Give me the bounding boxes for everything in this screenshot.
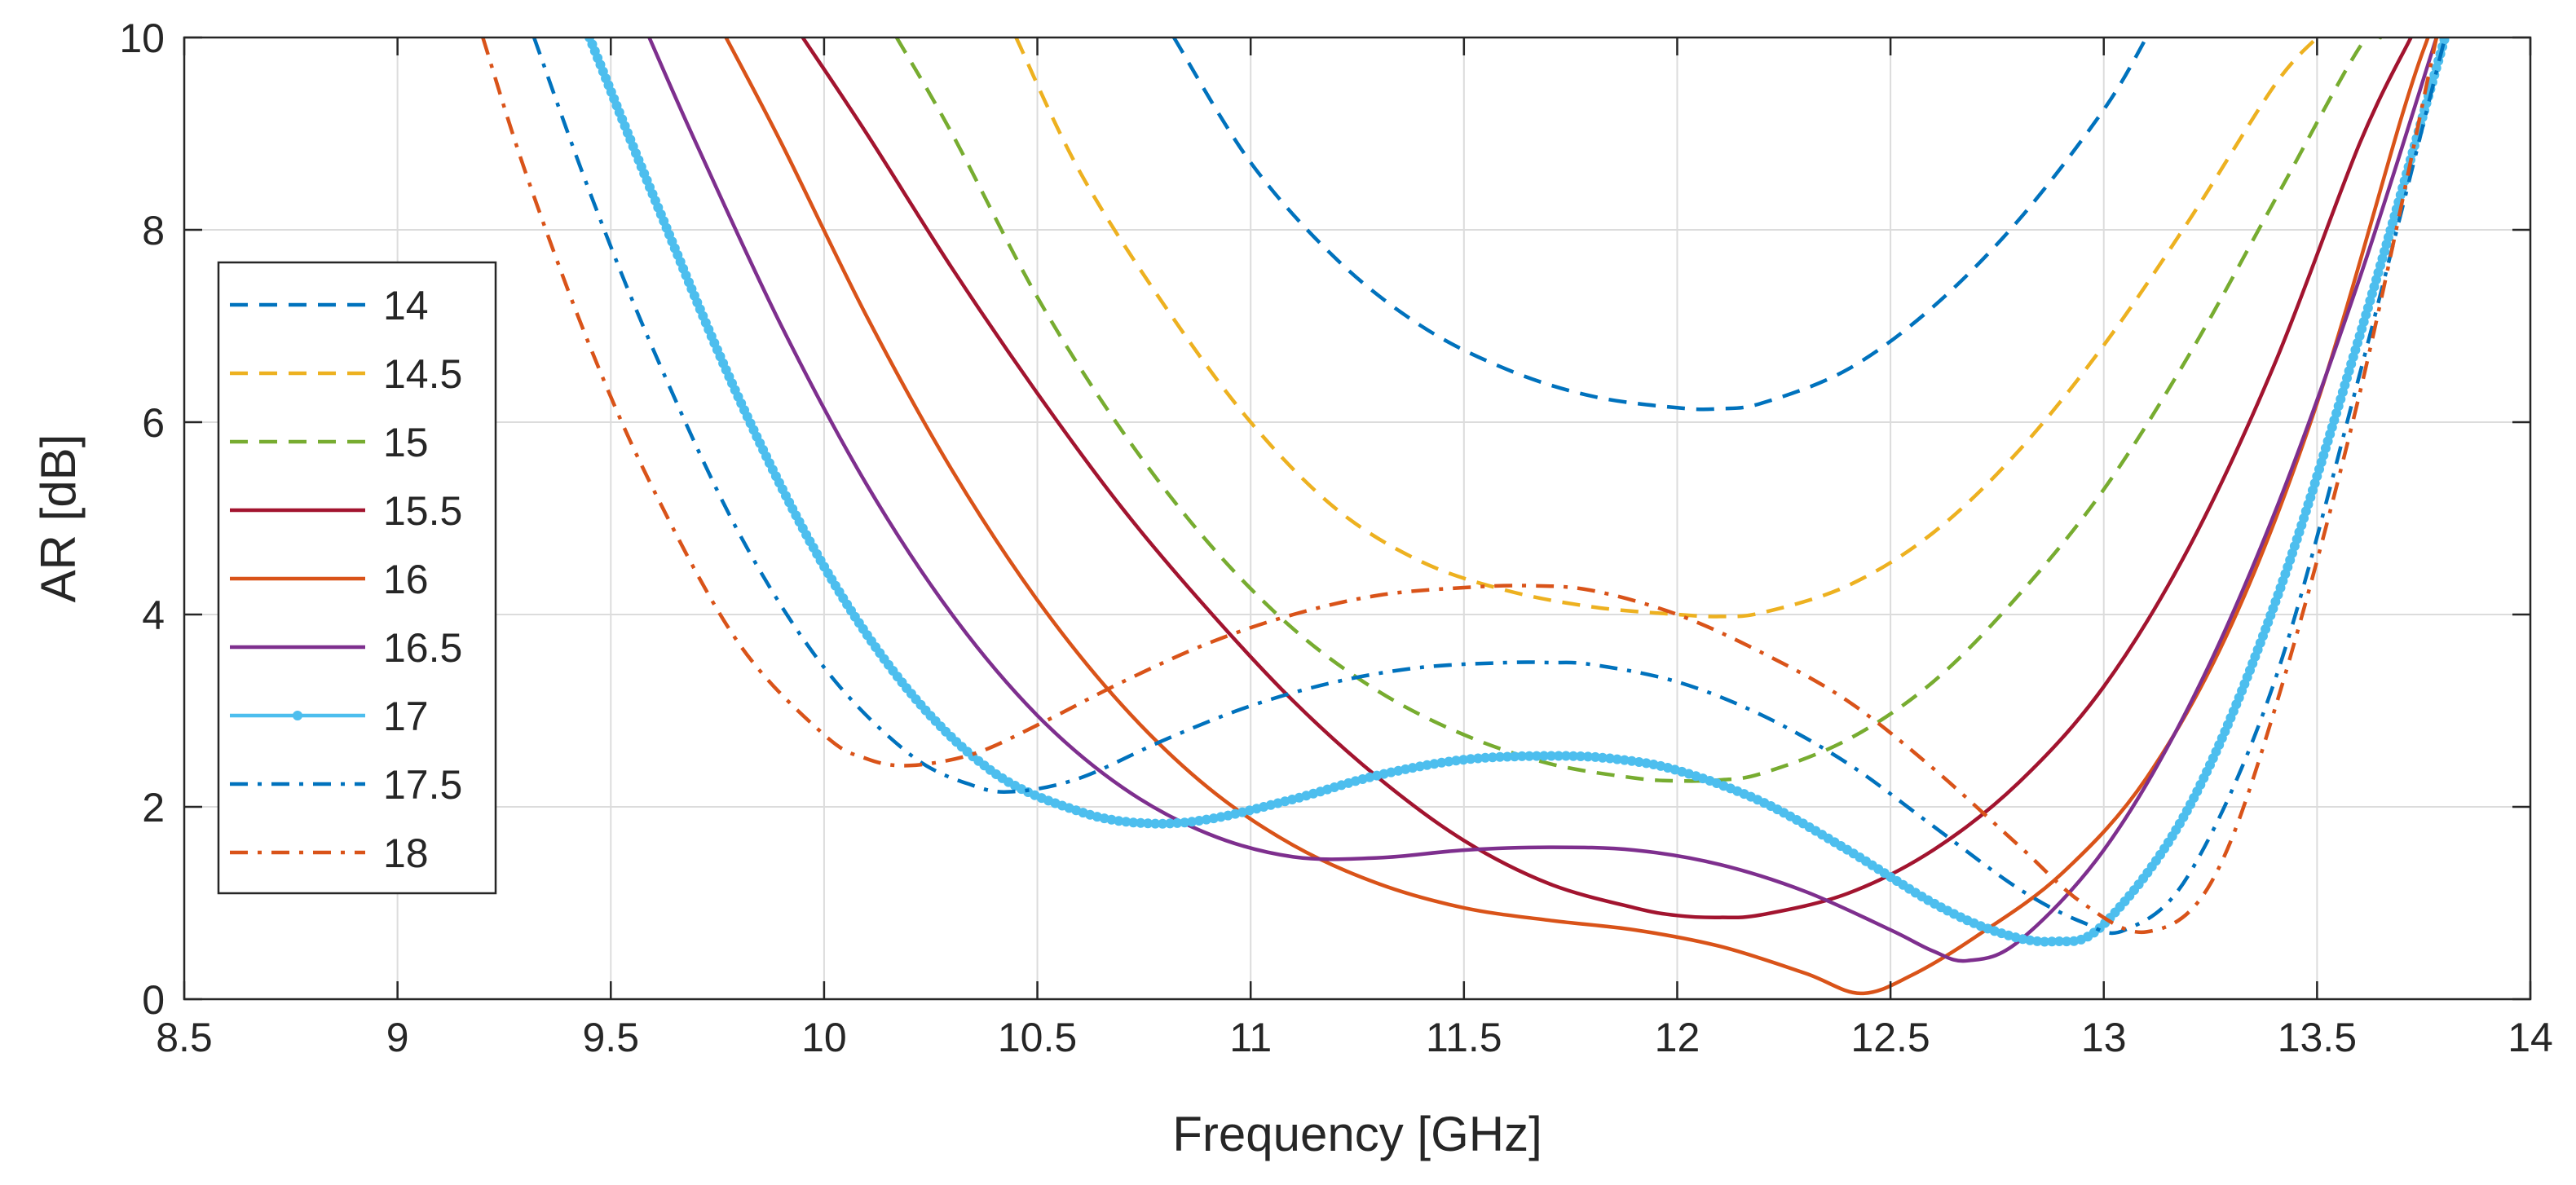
series-line-17-5	[532, 37, 2447, 936]
series-line-16-5	[647, 37, 2439, 963]
y-tick-label: 2	[142, 785, 165, 830]
legend-item[interactable]: 18	[230, 830, 429, 876]
series-line-18	[481, 37, 2439, 935]
y-tick-label: 10	[119, 15, 165, 61]
x-tick-label: 9.5	[583, 1015, 640, 1060]
x-tick-label: 13	[2081, 1015, 2127, 1060]
legend-item[interactable]: 17	[230, 694, 429, 739]
x-tick-label: 12	[1655, 1015, 1700, 1060]
legend-item[interactable]: 14.5	[230, 351, 462, 397]
legend-label: 17.5	[383, 762, 462, 808]
x-axis-title: Frequency [GHz]	[1172, 1107, 1542, 1161]
x-tick-label: 14	[2508, 1015, 2553, 1060]
legend-label: 14	[383, 283, 429, 328]
y-axis-title: AR [dB]	[31, 434, 86, 603]
axes-box	[183, 36, 2532, 1001]
x-tick-label: 9	[386, 1015, 409, 1060]
legend-label: 15.5	[383, 488, 462, 534]
x-tick-label: 13.5	[2278, 1015, 2357, 1060]
y-tick-label: 8	[142, 208, 165, 253]
tick-labels: 8.5 9 9.5 10 10.5 11 11.5 12 12.5 13 13.5 14 0 2 4 6 8 10	[119, 15, 2552, 1060]
series-line-15-5	[801, 37, 2413, 920]
y-tick-label: 0	[142, 977, 165, 1023]
legend-item[interactable]: 15.5	[230, 488, 462, 534]
series-layer	[481, 37, 2450, 996]
legend-marker	[293, 711, 302, 720]
series-line-16	[724, 37, 2430, 996]
legend-item[interactable]: 16.5	[230, 625, 462, 671]
grid-lines	[183, 37, 2531, 1000]
legend-label: 18	[383, 830, 429, 876]
legend[interactable]: 14 14.5 15 15.5 16 16.5 17 17.5 18	[217, 261, 497, 895]
legend-label: 16	[383, 557, 429, 602]
y-tick-label: 6	[142, 400, 165, 446]
legend-label: 14.5	[383, 351, 462, 397]
series-line-14-5	[1014, 37, 2319, 619]
series-line-15	[894, 37, 2382, 783]
legend-label: 16.5	[383, 625, 462, 671]
legend-label: 15	[383, 420, 429, 465]
x-tick-label: 10	[801, 1015, 847, 1060]
legend-item[interactable]: 15	[230, 420, 429, 465]
x-tick-label: 12.5	[1850, 1015, 1930, 1060]
legend-item[interactable]: 14	[230, 283, 429, 328]
legend-item[interactable]: 16	[230, 557, 429, 602]
y-tick-label: 4	[142, 592, 165, 638]
x-tick-label: 10.5	[998, 1015, 1077, 1060]
x-tick-label: 8.5	[156, 1015, 213, 1060]
x-tick-label: 11.5	[1426, 1015, 1502, 1060]
x-tick-label: 11	[1229, 1015, 1272, 1060]
legend-label: 17	[383, 694, 429, 739]
axis-ticks	[183, 36, 2532, 1001]
series-line-14	[1172, 37, 2149, 412]
legend-item[interactable]: 17.5	[230, 762, 462, 808]
